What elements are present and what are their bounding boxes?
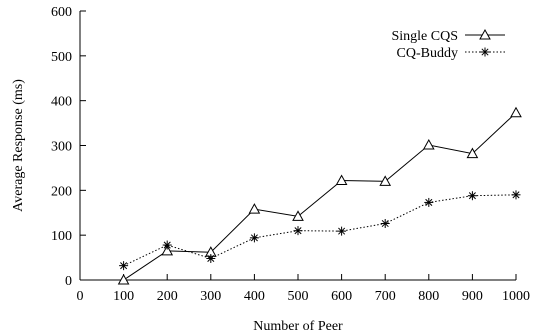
data-point-cq-buddy-700 (380, 219, 390, 229)
data-point-single-cqs-700 (379, 175, 392, 186)
y-tick-label-200: 200 (51, 184, 72, 199)
data-point-cq-buddy-900 (467, 191, 477, 201)
series-line-single-cqs (123, 112, 517, 281)
x-tick-label-800: 800 (418, 289, 439, 304)
x-tick-label-900: 900 (462, 289, 483, 304)
data-point-cq-buddy-200 (162, 240, 172, 250)
data-point-cq-buddy-300 (206, 253, 216, 263)
data-point-cq-buddy-800 (424, 197, 434, 207)
data-point-cq-buddy-400 (249, 233, 259, 243)
y-tick-label-500: 500 (51, 50, 72, 65)
plot-area (117, 106, 522, 285)
data-point-single-cqs-100 (117, 273, 130, 285)
x-tick-label-1000: 1000 (502, 289, 530, 304)
legend-label-single-cqs: Single CQS (391, 29, 458, 44)
x-axis-label: Number of Peer (253, 319, 343, 334)
y-axis-label: Average Response (ms) (11, 79, 26, 212)
legend: Single CQS CQ-Buddy (391, 28, 505, 61)
x-tick-label-0: 0 (77, 289, 84, 304)
x-tick-label-600: 600 (331, 289, 352, 304)
x-tick-label-500: 500 (288, 289, 309, 304)
data-point-cq-buddy-100 (119, 261, 129, 271)
legend-label-cq-buddy: CQ-Buddy (397, 46, 458, 61)
data-point-single-cqs-600 (335, 174, 348, 185)
y-tick-label-0: 0 (65, 274, 72, 289)
legend-marker-single-cqs (479, 28, 491, 40)
x-tick-label-400: 400 (244, 289, 265, 304)
data-point-single-cqs-800 (422, 139, 435, 150)
data-point-single-cqs-400 (248, 203, 261, 214)
data-point-cq-buddy-1000 (511, 190, 521, 200)
data-point-single-cqs-1000 (510, 106, 522, 118)
y-tick-label-400: 400 (51, 95, 72, 110)
y-axis-ticks: 0 100 200 300 400 500 600 (51, 5, 86, 289)
y-tick-label-100: 100 (51, 229, 72, 244)
x-tick-label-200: 200 (157, 289, 178, 304)
data-point-single-cqs-200 (161, 244, 174, 256)
x-tick-label-300: 300 (200, 289, 221, 304)
data-point-cq-buddy-500 (293, 226, 303, 236)
y-tick-label-600: 600 (51, 5, 72, 20)
data-point-single-cqs-500 (292, 210, 304, 221)
legend-marker-cq-buddy (480, 47, 490, 57)
y-tick-label-300: 300 (51, 140, 72, 155)
x-axis-ticks: 0 100 200 300 400 500 600 700 800 900 1000 (77, 274, 530, 304)
x-tick-label-100: 100 (113, 289, 134, 304)
series-line-cq-buddy (123, 194, 517, 267)
data-point-cq-buddy-600 (337, 226, 347, 236)
data-point-single-cqs-900 (466, 147, 479, 159)
x-tick-label-700: 700 (375, 289, 396, 304)
